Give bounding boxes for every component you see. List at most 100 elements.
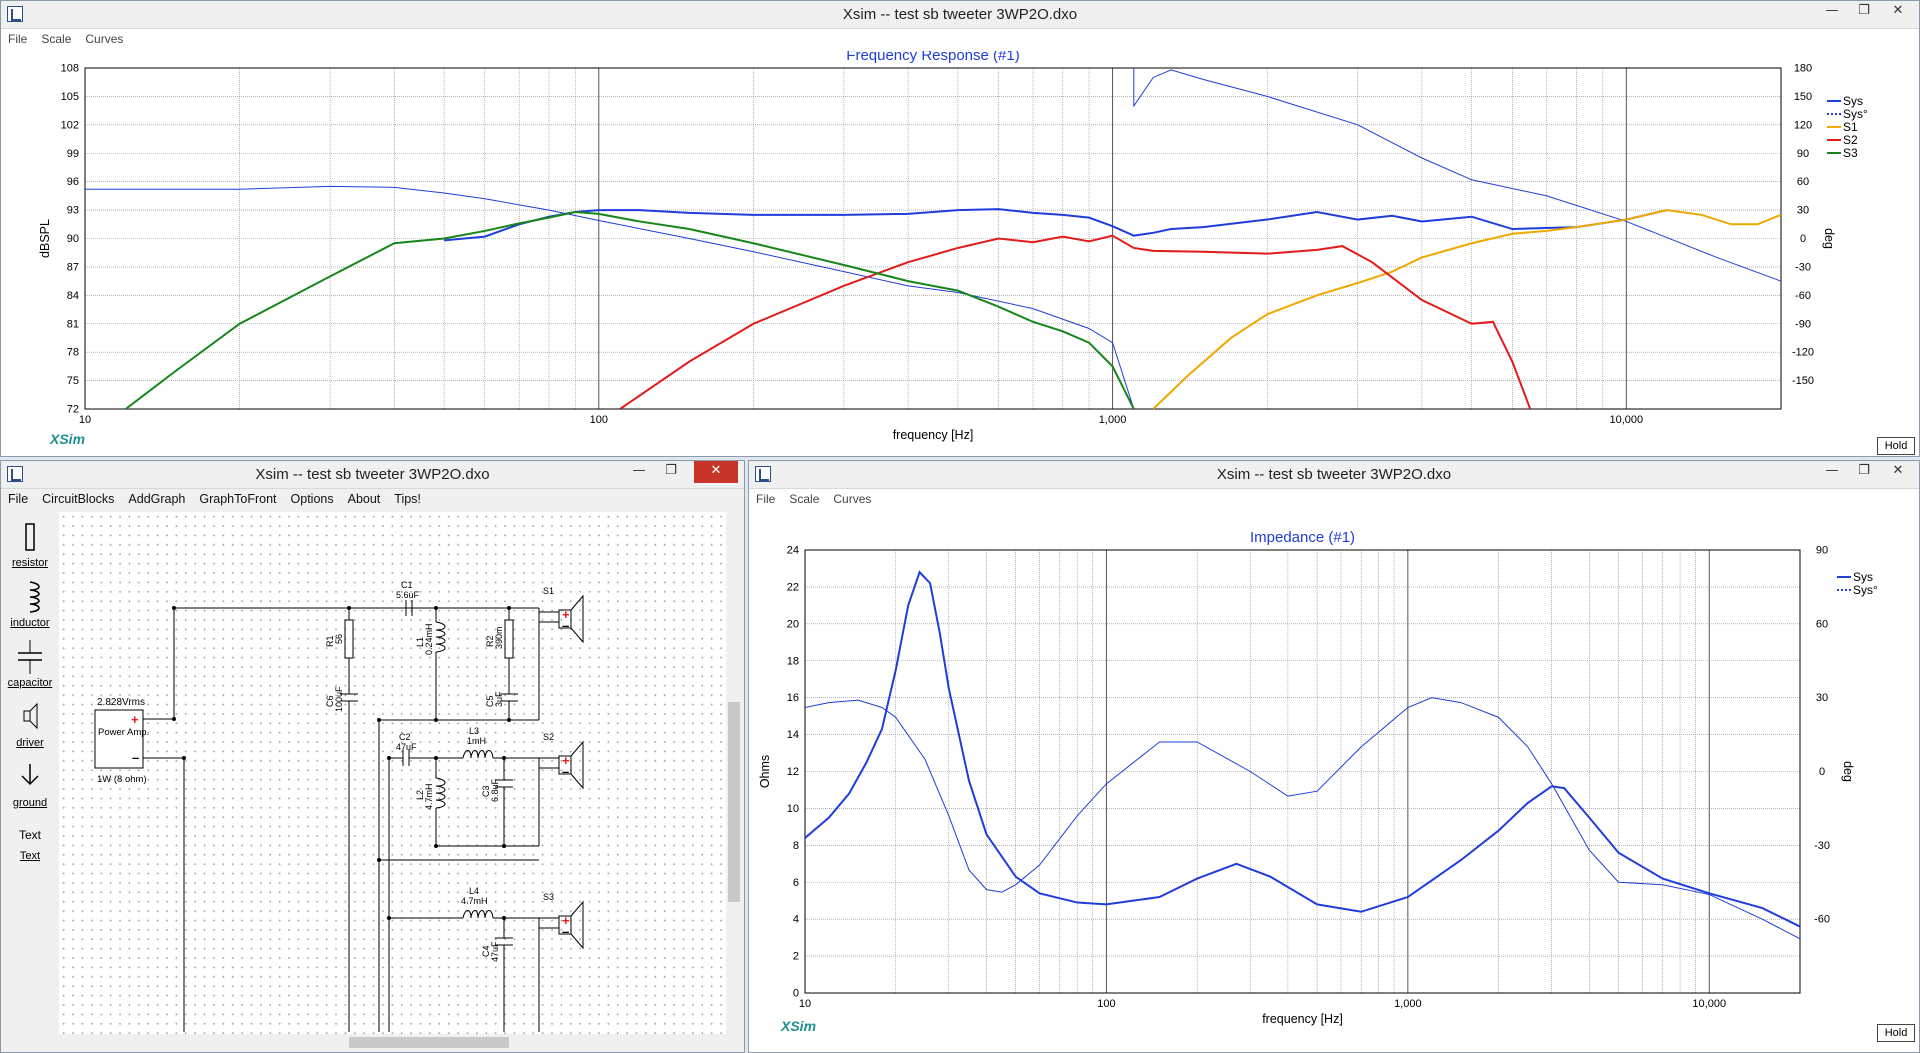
menu-file[interactable]: File xyxy=(8,32,28,46)
label-l3: L3 xyxy=(469,726,479,736)
x-tick-label: 100 xyxy=(590,414,608,426)
y2-tick-label: -60 xyxy=(1814,914,1830,926)
circuit-window: Xsim -- test sb tweeter 3WP2O.dxo — ❐ ✕ … xyxy=(0,460,745,1053)
close-button[interactable]: ✕ xyxy=(1892,463,1904,478)
y2-tick-label: 90 xyxy=(1797,148,1809,160)
minimize-button[interactable]: — xyxy=(1825,463,1839,478)
series-line-s3 xyxy=(125,210,1135,409)
series-line-sys-phase xyxy=(805,697,1800,940)
legend-entry[interactable]: S1 xyxy=(1843,120,1858,134)
speaker-s3-symbol[interactable] xyxy=(539,900,584,950)
maximize-button[interactable]: ❐ xyxy=(1858,3,1870,18)
close-button[interactable]: ✕ xyxy=(1892,3,1904,18)
title-bar[interactable]: Xsim -- test sb tweeter 3WP2O.dxo — ❐ ✕ xyxy=(749,461,1919,489)
menu-file[interactable]: File xyxy=(756,492,776,506)
amp-label: Power Amp. xyxy=(98,727,149,738)
x-tick-label: 10,000 xyxy=(1692,998,1726,1010)
horizontal-scrollbar[interactable] xyxy=(59,1034,726,1050)
title-bar[interactable]: Xsim -- test sb tweeter 3WP2O.dxo — ❐ ✕ xyxy=(1,1,1919,29)
value-c6: 100uF xyxy=(334,686,344,712)
y-tick-label: 78 xyxy=(67,347,79,359)
y2-tick-label: 30 xyxy=(1797,205,1809,217)
menu-tips[interactable]: Tips! xyxy=(394,492,421,506)
plot-frame xyxy=(804,549,1801,994)
maximize-button[interactable]: ❐ xyxy=(665,463,677,478)
tool-text[interactable]: Text Text xyxy=(3,828,57,862)
maximize-button[interactable]: ❐ xyxy=(1858,463,1870,478)
menu-scale[interactable]: Scale xyxy=(789,492,820,506)
label-c3: C3 xyxy=(481,785,491,797)
speaker-s2-symbol[interactable] xyxy=(539,740,584,790)
series-line-sys xyxy=(805,570,1800,928)
menu-about[interactable]: About xyxy=(347,492,381,506)
value-c3: 6.8uF xyxy=(490,778,500,802)
frequency-response-window: Xsim -- test sb tweeter 3WP2O.dxo — ❐ ✕ … xyxy=(0,0,1920,457)
legend-entry[interactable]: S3 xyxy=(1843,146,1858,160)
menu-options[interactable]: Options xyxy=(290,492,334,506)
menu-add-graph[interactable]: AddGraph xyxy=(128,492,186,506)
amp-voltage: 2.828Vrms xyxy=(97,697,145,708)
label-s3: S3 xyxy=(543,892,554,902)
tool-driver[interactable]: driver xyxy=(3,700,57,749)
vertical-scrollbar[interactable] xyxy=(726,512,742,1034)
minimize-button[interactable]: — xyxy=(1825,3,1839,18)
circuit-canvas[interactable]: + – + – + – + – 2.828Vrms Power Amp. 1W (8 o… xyxy=(59,512,726,1034)
tool-capacitor[interactable]: capacitor xyxy=(3,640,57,689)
x-axis-label: frequency [Hz] xyxy=(893,428,974,442)
menu-circuit-blocks[interactable]: CircuitBlocks xyxy=(42,492,115,506)
legend-entry[interactable]: Sys xyxy=(1843,94,1863,108)
title-bar[interactable]: Xsim -- test sb tweeter 3WP2O.dxo — ❐ ✕ xyxy=(1,461,744,489)
y2-tick-label: 120 xyxy=(1794,119,1812,131)
y-tick-label: 2 xyxy=(793,951,799,963)
value-l4: 4.7mH xyxy=(461,896,488,906)
legend-entry[interactable]: Sys xyxy=(1853,570,1873,584)
series-line-sys xyxy=(444,208,1668,242)
frequency-response-chart[interactable]: 72 75 78 81 84 87 90 93 96 99 102 105 108 -150 -120 -90… xyxy=(1,51,1919,456)
tool-resistor[interactable]: resistor xyxy=(3,520,57,569)
label-r2: R2 xyxy=(485,635,495,647)
hold-button[interactable]: Hold xyxy=(1877,437,1915,455)
legend-entry[interactable]: S2 xyxy=(1843,133,1858,147)
value-c5: 3uF xyxy=(494,691,504,707)
impedance-window: Xsim -- test sb tweeter 3WP2O.dxo — ❐ ✕ … xyxy=(748,460,1920,1053)
close-button[interactable]: ✕ xyxy=(694,461,738,483)
minimize-button[interactable]: — xyxy=(632,463,646,478)
value-l3: 1mH xyxy=(467,736,486,746)
menu-bar: File CircuitBlocks AddGraph GraphToFront Opt… xyxy=(1,489,744,511)
y2-tick-label: 0 xyxy=(1800,233,1806,245)
legend-entry[interactable]: Sys° xyxy=(1853,583,1878,597)
menu-curves[interactable]: Curves xyxy=(85,32,124,46)
value-r2: 390m xyxy=(494,626,504,649)
menu-bar: File Scale Curves xyxy=(749,489,1919,511)
y2-tick-label: 150 xyxy=(1794,91,1812,103)
y-tick-label: 81 xyxy=(67,318,79,330)
app-icon[interactable] xyxy=(7,6,23,22)
y-tick-label: 6 xyxy=(793,877,799,889)
y-tick-label: 18 xyxy=(787,655,799,667)
menu-graph-to-front[interactable]: GraphToFront xyxy=(199,492,277,506)
legend-entry[interactable]: Sys° xyxy=(1843,107,1868,121)
menu-curves[interactable]: Curves xyxy=(833,492,872,506)
svg-text:–: – xyxy=(562,924,569,939)
app-icon[interactable] xyxy=(7,466,23,482)
speaker-s1-symbol[interactable] xyxy=(539,594,584,644)
tool-label: driver xyxy=(16,737,44,749)
scroll-thumb[interactable] xyxy=(349,1037,509,1048)
svg-text:+: + xyxy=(131,712,139,727)
label-c2: C2 xyxy=(399,732,411,742)
scroll-thumb[interactable] xyxy=(728,702,740,902)
hold-button[interactable]: Hold xyxy=(1877,1024,1915,1042)
menu-scale[interactable]: Scale xyxy=(41,32,72,46)
x-tick-label: 1,000 xyxy=(1394,998,1422,1010)
tool-inductor[interactable]: inductor xyxy=(3,580,57,629)
y2-axis-label: deg xyxy=(1822,228,1836,249)
y-tick-label: 84 xyxy=(67,290,79,302)
menu-file[interactable]: File xyxy=(8,492,29,506)
app-icon[interactable] xyxy=(755,466,771,482)
tool-ground[interactable]: ground xyxy=(3,760,57,809)
y-tick-label: 102 xyxy=(61,119,79,131)
inductor-icon xyxy=(29,581,40,613)
chart-title: Impedance (#1) xyxy=(1250,529,1355,546)
xsim-logo: XSim xyxy=(781,1018,817,1034)
